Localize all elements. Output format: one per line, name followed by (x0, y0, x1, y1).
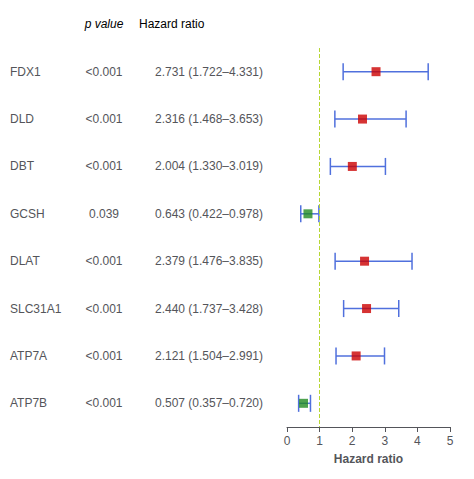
svg-text:<0.001: <0.001 (85, 112, 122, 126)
svg-text:2.379 (1.476–3.835): 2.379 (1.476–3.835) (155, 254, 263, 268)
svg-text:4: 4 (414, 434, 421, 448)
svg-text:<0.001: <0.001 (85, 254, 122, 268)
svg-text:SLC31A1: SLC31A1 (10, 302, 62, 316)
svg-text:DLAT: DLAT (10, 254, 40, 268)
svg-text:GCSH: GCSH (10, 207, 45, 221)
svg-text:p value: p value (84, 17, 124, 31)
svg-text:<0.001: <0.001 (85, 349, 122, 363)
svg-text:DBT: DBT (10, 159, 35, 173)
svg-text:3: 3 (381, 434, 388, 448)
svg-text:0.507 (0.357–0.720): 0.507 (0.357–0.720) (155, 396, 263, 410)
svg-text:2.731 (1.722–4.331): 2.731 (1.722–4.331) (155, 65, 263, 79)
svg-text:ATP7B: ATP7B (10, 396, 47, 410)
svg-text:2.121 (1.504–2.991): 2.121 (1.504–2.991) (155, 349, 263, 363)
svg-text:DLD: DLD (10, 112, 34, 126)
svg-text:2.316 (1.468–3.653): 2.316 (1.468–3.653) (155, 112, 263, 126)
svg-text:<0.001: <0.001 (85, 396, 122, 410)
svg-text:<0.001: <0.001 (85, 159, 122, 173)
svg-text:2: 2 (349, 434, 356, 448)
svg-text:2.004 (1.330–3.019): 2.004 (1.330–3.019) (155, 159, 263, 173)
svg-text:0: 0 (284, 434, 291, 448)
svg-text:5: 5 (447, 434, 454, 448)
svg-text:0.643 (0.422–0.978): 0.643 (0.422–0.978) (155, 207, 263, 221)
svg-text:FDX1: FDX1 (10, 65, 41, 79)
svg-text:ATP7A: ATP7A (10, 349, 47, 363)
svg-text:<0.001: <0.001 (85, 65, 122, 79)
svg-text:1: 1 (316, 434, 323, 448)
svg-text:<0.001: <0.001 (85, 302, 122, 316)
svg-text:Hazard ratio: Hazard ratio (139, 17, 205, 31)
svg-text:0.039: 0.039 (89, 207, 119, 221)
svg-text:2.440 (1.737–3.428): 2.440 (1.737–3.428) (155, 302, 263, 316)
svg-text:Hazard ratio: Hazard ratio (334, 452, 403, 466)
